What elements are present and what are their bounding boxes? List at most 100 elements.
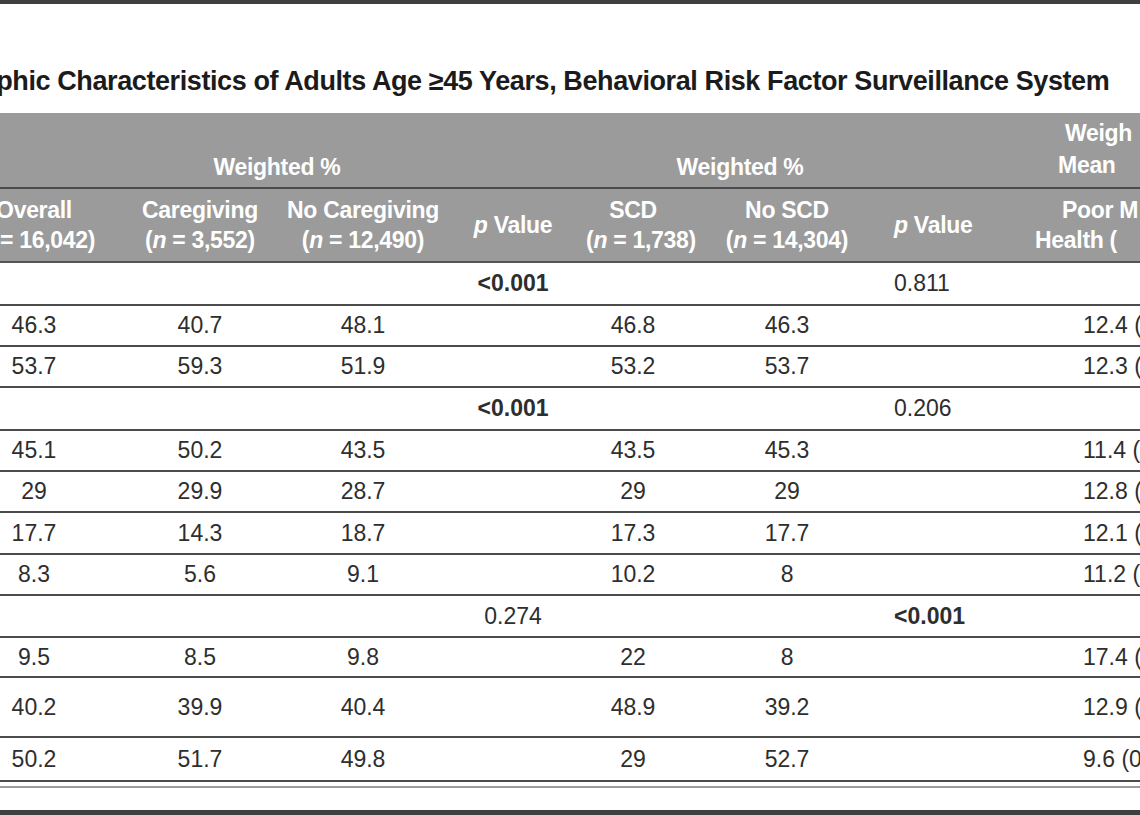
cell-no-scd bbox=[680, 262, 894, 305]
category-row: 0.274<0.001 bbox=[0, 595, 1140, 637]
cell-no-caregiving: 51.9 bbox=[286, 346, 440, 387]
cell-p-value-2: 0.811 bbox=[894, 262, 936, 305]
cell-p-value-1: <0.001 bbox=[440, 262, 586, 305]
figure-bottom-border bbox=[0, 810, 1140, 815]
column-header-row: Overall(n = 16,042)Caregiving(n = 3,552)… bbox=[0, 188, 1140, 262]
cell-overall: 53.7 bbox=[0, 346, 114, 387]
cell-caregiving: 29.9 bbox=[114, 471, 286, 512]
cell-scd: 29 bbox=[586, 471, 680, 512]
cell-p-value-2 bbox=[894, 471, 936, 512]
data-row: 45.150.243.543.545.311.4 (0 bbox=[0, 430, 1140, 471]
cell-scd: 43.5 bbox=[586, 430, 680, 471]
cell-p-value-2 bbox=[894, 637, 936, 677]
spacer bbox=[0, 113, 114, 188]
cell-overall: 9.5 bbox=[0, 637, 114, 677]
cell-no-caregiving: 48.1 bbox=[286, 305, 440, 346]
cell-no-caregiving: 40.4 bbox=[286, 677, 440, 737]
cell-caregiving: 40.7 bbox=[114, 305, 286, 346]
cell-poor-mental-health: 17.4 (0 bbox=[936, 637, 1140, 677]
cell-no-caregiving: 28.7 bbox=[286, 471, 440, 512]
cell-p-value-1 bbox=[440, 512, 586, 554]
cell-poor-mental-health: 11.2 (0 bbox=[936, 554, 1140, 595]
group-header-weighted-mean: WeighMean bbox=[936, 113, 1140, 188]
cell-p-value-1: 0.274 bbox=[440, 595, 586, 637]
cell-p-value-2 bbox=[894, 737, 936, 781]
cell-no-caregiving: 9.8 bbox=[286, 637, 440, 677]
column-header-caregiving: Caregiving(n = 3,552) bbox=[114, 188, 286, 262]
cell-p-value-2 bbox=[894, 346, 936, 387]
cell-poor-mental-health: 11.4 (0 bbox=[936, 430, 1140, 471]
column-header-p-value-2: p Value bbox=[894, 188, 936, 262]
column-header-p-value-1: p Value bbox=[440, 188, 586, 262]
cell-scd: 48.9 bbox=[586, 677, 680, 737]
category-row: <0.001 0.206 bbox=[0, 387, 1140, 430]
category-row: <0.001 0.811 bbox=[0, 262, 1140, 305]
figure-canvas: Demographic Characteristics of Adults Ag… bbox=[0, 0, 1140, 815]
cell-p-value-1 bbox=[440, 471, 586, 512]
cell-caregiving: 59.3 bbox=[114, 346, 286, 387]
cell-caregiving: 14.3 bbox=[114, 512, 286, 554]
cell-caregiving: 51.7 bbox=[114, 737, 286, 781]
cell-p-value-1 bbox=[440, 430, 586, 471]
group-header-weighted-pct-scd: Weighted % bbox=[586, 113, 894, 188]
cell-overall: 50.2 bbox=[0, 737, 114, 781]
cell-overall bbox=[0, 387, 114, 430]
cell-caregiving: 50.2 bbox=[114, 430, 286, 471]
cell-p-value-2: 0.206 bbox=[894, 387, 936, 430]
cell-p-value-1 bbox=[440, 637, 586, 677]
cell-caregiving: 39.9 bbox=[114, 677, 286, 737]
cell-caregiving: 8.5 bbox=[114, 637, 286, 677]
cell-p-value-1: <0.001 bbox=[440, 387, 586, 430]
cell-overall: 40.2 bbox=[0, 677, 114, 737]
cell-scd: 46.8 bbox=[586, 305, 680, 346]
cell-no-caregiving bbox=[286, 595, 440, 637]
data-row: 50.251.749.82952.79.6 (0. bbox=[0, 737, 1140, 781]
cell-p-value-2 bbox=[894, 554, 936, 595]
cell-no-scd bbox=[680, 387, 894, 430]
cell-poor-mental-health: 12.3 (0 bbox=[936, 346, 1140, 387]
cell-caregiving bbox=[114, 595, 286, 637]
cell-caregiving: 5.6 bbox=[114, 554, 286, 595]
cell-overall bbox=[0, 595, 114, 637]
cell-scd: 53.2 bbox=[586, 346, 680, 387]
cell-p-value-2 bbox=[894, 512, 936, 554]
cell-p-value-2 bbox=[894, 430, 936, 471]
cell-p-value-1 bbox=[440, 737, 586, 781]
cell-p-value-2 bbox=[894, 305, 936, 346]
cell-overall: 8.3 bbox=[0, 554, 114, 595]
column-header-overall: Overall(n = 16,042) bbox=[0, 188, 114, 262]
table-title: Demographic Characteristics of Adults Ag… bbox=[0, 66, 1109, 97]
cell-p-value-1 bbox=[440, 305, 586, 346]
data-row: 9.58.59.8 228 17.4 (0 bbox=[0, 637, 1140, 677]
cell-overall: 17.7 bbox=[0, 512, 114, 554]
spacer-p1 bbox=[440, 113, 586, 188]
cell-no-caregiving: 43.5 bbox=[286, 430, 440, 471]
cell-no-caregiving bbox=[286, 387, 440, 430]
cell-poor-mental-health bbox=[936, 262, 1140, 305]
cell-scd: 22 bbox=[586, 637, 680, 677]
cell-no-scd: 8 bbox=[680, 637, 894, 677]
cell-scd bbox=[586, 387, 680, 430]
cell-caregiving bbox=[114, 262, 286, 305]
data-row: 8.35.69.110.2811.2 (0 bbox=[0, 554, 1140, 595]
cell-no-scd: 8 bbox=[680, 554, 894, 595]
column-header-scd: SCD(n = 1,738) bbox=[586, 188, 680, 262]
data-row: 2929.928.7292912.8 (0 bbox=[0, 471, 1140, 512]
data-row: 46.340.748.146.846.312.4 (0 bbox=[0, 305, 1140, 346]
cell-scd bbox=[586, 262, 680, 305]
cell-poor-mental-health: 12.1 (0 bbox=[936, 512, 1140, 554]
cell-caregiving bbox=[114, 387, 286, 430]
spacer-p2 bbox=[894, 113, 936, 188]
cell-no-scd: 46.3 bbox=[680, 305, 894, 346]
cell-overall: 45.1 bbox=[0, 430, 114, 471]
cell-scd bbox=[586, 595, 680, 637]
cell-no-scd bbox=[680, 595, 894, 637]
cell-poor-mental-health: 12.4 (0 bbox=[936, 305, 1140, 346]
data-row: 53.759.351.953.253.712.3 (0 bbox=[0, 346, 1140, 387]
demographics-table: Weighted %Weighted %WeighMean Overall(n … bbox=[0, 113, 1140, 782]
cell-poor-mental-health bbox=[936, 595, 1140, 637]
cell-p-value-2 bbox=[894, 677, 936, 737]
cell-no-scd: 53.7 bbox=[680, 346, 894, 387]
cell-overall: 46.3 bbox=[0, 305, 114, 346]
cell-poor-mental-health: 12.9 (0 bbox=[936, 677, 1140, 737]
